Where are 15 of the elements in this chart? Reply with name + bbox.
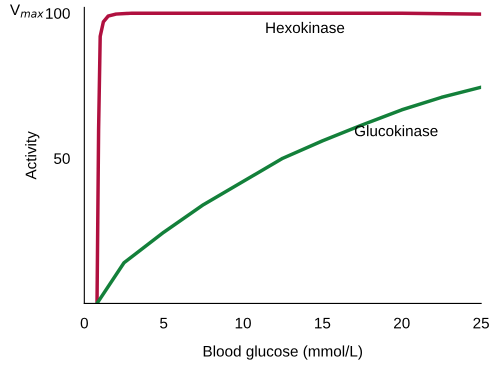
x-tick-label: 10 (236, 318, 251, 329)
x-tick-label: 15 (315, 318, 330, 329)
x-axis-title: Blood glucose (mmol/L) (204, 345, 362, 360)
x-tick-label: 20 (394, 318, 410, 329)
series-label: Glucokinase (354, 125, 438, 136)
y-tick-label: 50 (54, 153, 70, 164)
x-tick-label: 5 (160, 318, 168, 329)
x-tick-label: 25 (473, 318, 489, 329)
line-series (95, 11, 482, 304)
line-series (95, 85, 482, 304)
text: V$_{max}$ (10, 4, 44, 18)
y-axis-title: Activity (25, 131, 40, 180)
x-tick-label: 0 (80, 318, 88, 329)
series-label: Hexokinase (266, 22, 344, 34)
y-tick-label: 100 (46, 8, 70, 19)
